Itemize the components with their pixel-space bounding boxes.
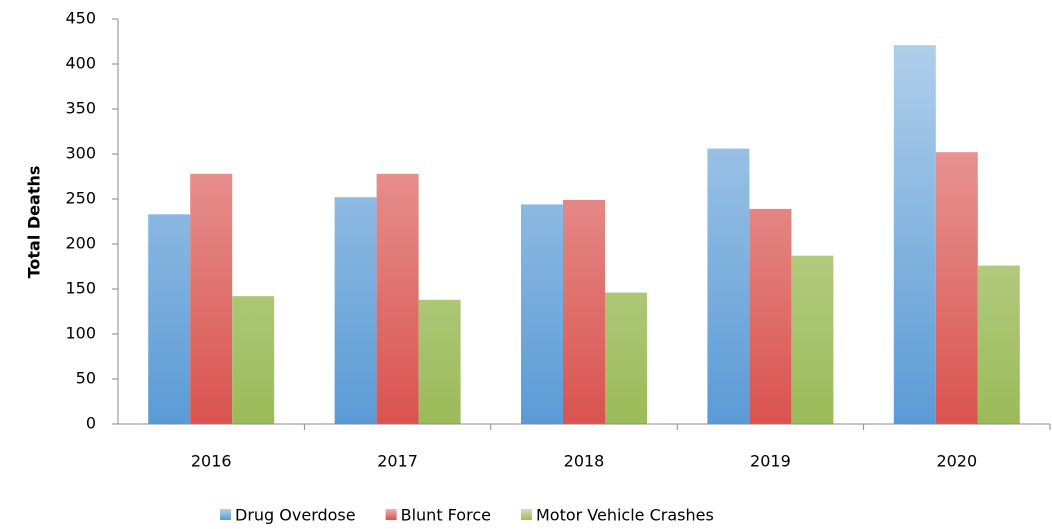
bar xyxy=(791,255,834,424)
legend-label: Blunt Force xyxy=(401,506,491,525)
y-tick-label: 350 xyxy=(65,99,96,118)
bar xyxy=(563,199,605,424)
bar xyxy=(232,296,275,424)
y-tick-label: 150 xyxy=(65,279,96,298)
bar xyxy=(190,173,233,424)
bar xyxy=(707,148,750,424)
bar xyxy=(605,292,647,424)
y-tick-label: 50 xyxy=(76,369,96,388)
y-tick-label: 250 xyxy=(65,189,96,208)
legend-swatch xyxy=(520,509,532,520)
bar xyxy=(977,265,1020,424)
y-tick-label: 200 xyxy=(65,234,96,253)
y-tick-label: 450 xyxy=(65,9,96,28)
legend-swatch xyxy=(220,509,231,520)
bar xyxy=(148,214,191,424)
bar xyxy=(418,299,461,424)
legend-swatch xyxy=(385,509,397,520)
bar xyxy=(749,208,792,424)
x-tick-label: 2020 xyxy=(936,452,977,471)
bar xyxy=(334,197,377,424)
y-tick-label: 100 xyxy=(65,324,96,343)
bar xyxy=(893,45,936,424)
bar xyxy=(521,204,563,424)
bar xyxy=(376,173,419,424)
x-tick-label: 2017 xyxy=(377,452,418,471)
y-axis-label: Total Deaths xyxy=(25,166,44,279)
x-tick-label: 2019 xyxy=(750,452,791,471)
x-tick-label: 2016 xyxy=(191,452,232,471)
y-tick-label: 0 xyxy=(86,414,96,433)
legend-label: Drug Overdose xyxy=(235,506,356,525)
y-tick-label: 300 xyxy=(65,144,96,163)
x-tick-label: 2018 xyxy=(564,452,605,471)
legend-label: Motor Vehicle Crashes xyxy=(536,506,714,525)
y-tick-label: 400 xyxy=(65,54,96,73)
bar xyxy=(935,152,978,424)
